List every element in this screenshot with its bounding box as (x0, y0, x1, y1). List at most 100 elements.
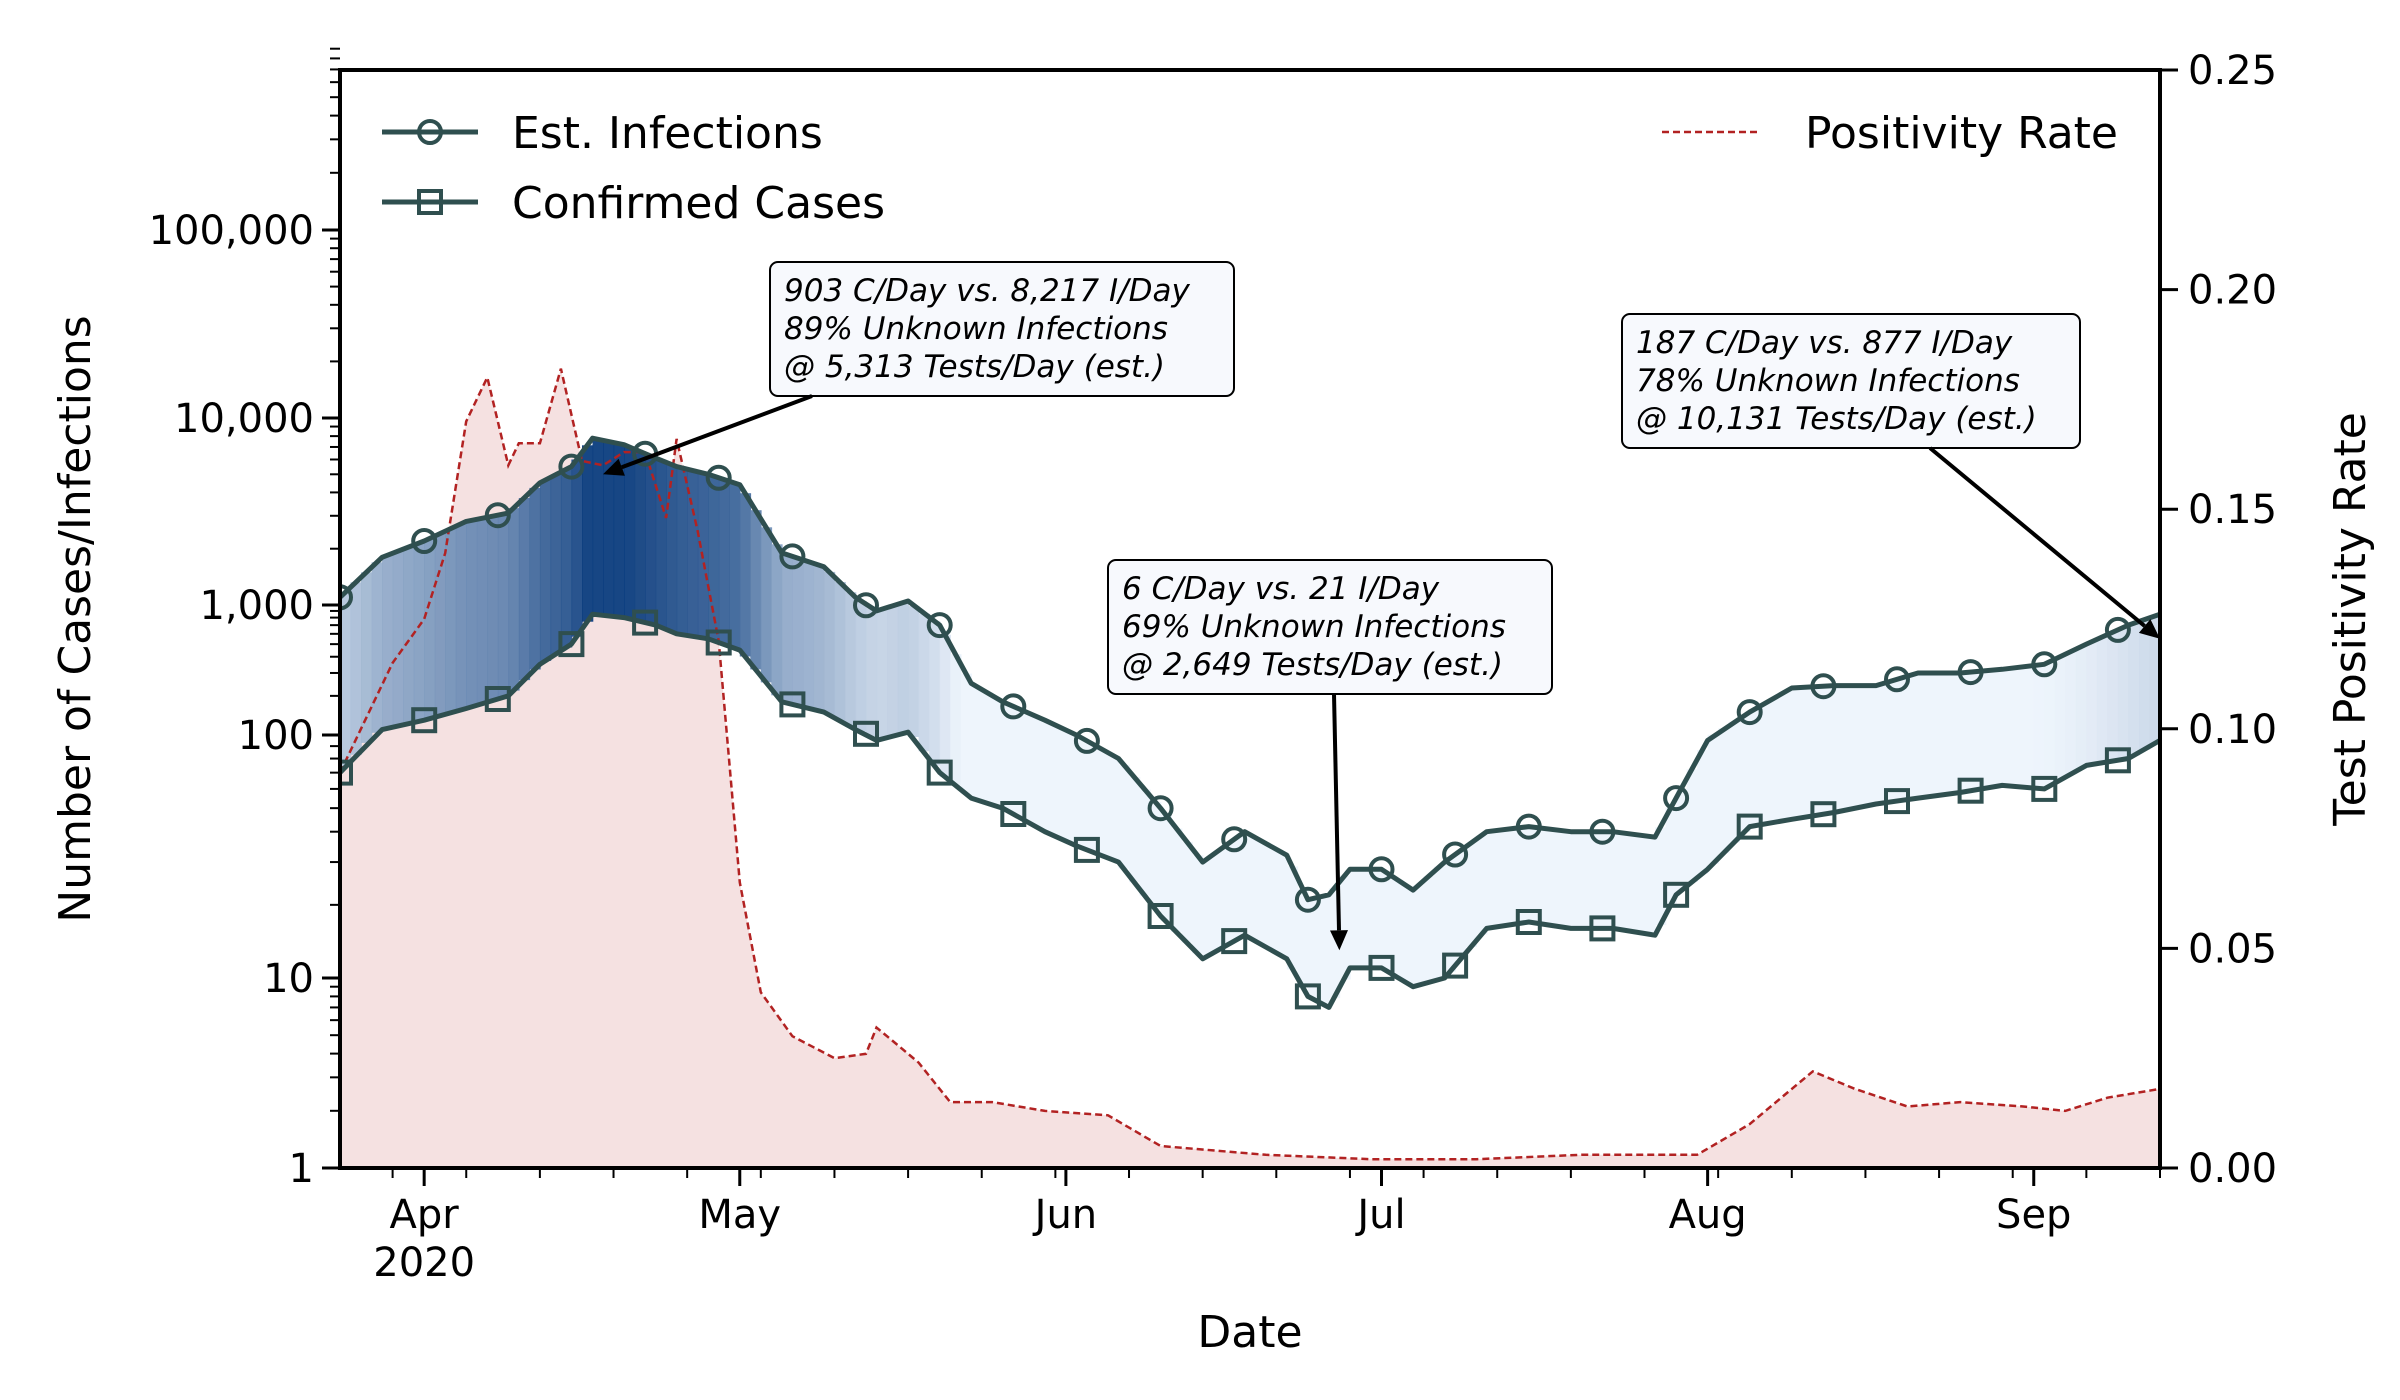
confirmed-marker (1294, 983, 1321, 1010)
gap-band-segment (1602, 831, 1614, 929)
infections-marker (1294, 886, 1321, 913)
gap-band-segment (960, 673, 972, 794)
gap-band-segment (1055, 727, 1067, 839)
gap-band-segment (1560, 831, 1572, 928)
confirmed-marker (2031, 775, 2058, 802)
gap-band-segment (1865, 685, 1877, 806)
legend-marker-confirmed (417, 189, 443, 215)
gap-band-segment (2086, 641, 2098, 765)
confirmed-marker (1000, 801, 1027, 827)
gap-band-segment (1381, 872, 1393, 972)
y-right-tick-label: 0.00 (2188, 1146, 2277, 1192)
infections-marker (2031, 651, 2058, 678)
confirmed-marker (340, 759, 353, 786)
annotation-box (1621, 313, 2081, 449)
gap-band-segment (876, 609, 888, 739)
annotation-arrowhead (2138, 619, 2160, 639)
gap-band-segment (2075, 646, 2088, 769)
gap-band-segment (1118, 764, 1130, 869)
gap-band-segment (1939, 673, 1951, 795)
infections-marker (1957, 659, 1984, 686)
gap-band-segment (950, 654, 962, 786)
confirmed-marker (1147, 903, 1174, 929)
y-left-tick-label: 10,000 (174, 396, 314, 442)
gap-band-segment (939, 634, 951, 777)
gap-band-segment (1150, 802, 1162, 910)
gap-band-segment (1034, 717, 1046, 829)
gap-band-segment (2107, 632, 2119, 762)
gap-band-segment (1371, 869, 1383, 968)
gap-band-segment (1444, 858, 1456, 972)
confirmed-marker (1442, 952, 1469, 979)
plot-frame (338, 68, 2162, 1170)
gap-band-segment (1549, 829, 1562, 926)
y-left-tick-label: 100,000 (149, 208, 314, 254)
gap-band-segment (897, 603, 909, 734)
gap-band-segment (1749, 709, 1761, 826)
x-tick-label: Jun (1032, 1192, 1098, 1238)
gap-band-segment (1276, 852, 1288, 956)
y-right-axis-title: Test Positivity Rate (2325, 412, 2376, 827)
gap-band-segment (1318, 896, 1330, 1005)
gap-band-segment (981, 692, 993, 804)
confirmed-marker (632, 609, 659, 636)
infections-marker (1884, 666, 1910, 693)
infections-marker (411, 528, 438, 554)
annotation-line: 89% Unknown Infections (784, 311, 1168, 347)
gap-band-segment (771, 544, 783, 696)
legend-label-infections: Est. Infections (512, 108, 823, 159)
infections-marker (1589, 818, 1616, 845)
gap-band-segment (1265, 846, 1278, 950)
y-left-axis-title: Number of Cases/Infections (50, 315, 101, 922)
gap-band-segment (1970, 671, 1982, 790)
gap-band-segment (1097, 749, 1109, 856)
gap-band-segment (445, 528, 457, 713)
gap-band-segment (403, 547, 415, 724)
gap-band-segment (845, 592, 857, 727)
annotation-arrow (621, 394, 813, 470)
gap-band-segment (676, 467, 688, 635)
infections-marker (1147, 795, 1174, 822)
x-tick-label: Aug (1669, 1192, 1747, 1238)
gap-band-segment (792, 558, 804, 706)
gap-band-segment (1623, 833, 1635, 931)
gap-band-segment (1833, 685, 1846, 812)
gap-band-segment (371, 562, 383, 733)
gap-band-segment (1181, 841, 1193, 943)
confirmed-marker (779, 691, 806, 718)
gap-band-segment (1002, 704, 1015, 812)
gap-band-segment (361, 572, 373, 743)
gap-band-segment (1413, 885, 1425, 986)
infections-marker (1515, 813, 1542, 840)
gap-band-segment (413, 543, 425, 722)
infections-marker (1000, 693, 1027, 720)
confirmed-marker (1073, 836, 1100, 863)
gap-band-segment (834, 582, 846, 721)
gap-band-segment (1013, 708, 1025, 817)
gap-band-segment (2096, 637, 2109, 763)
gap-band-segment (1213, 850, 1225, 950)
gap-band-segment (1728, 721, 1740, 843)
gap-band-segment (539, 480, 552, 661)
infections-marker (1073, 727, 1100, 754)
gap-band-segment (382, 555, 394, 729)
infections-marker (1442, 841, 1469, 868)
gap-band-segment (760, 527, 773, 683)
gap-band-segment (1591, 831, 1604, 929)
gap-band-segment (887, 606, 899, 736)
gap-band-segment (434, 533, 446, 716)
y-right-tick-label: 0.10 (2188, 707, 2277, 753)
annotation-arrowhead (603, 458, 625, 476)
gap-band-segment (1960, 672, 1972, 792)
annotation-arrow (1928, 446, 2146, 628)
gap-band-segment (1108, 755, 1120, 860)
gap-band-segment (424, 538, 436, 719)
gap-band-segment (918, 613, 930, 752)
gap-band-segment (350, 582, 362, 755)
y-right-tick-label: 0.20 (2188, 268, 2277, 314)
annotation-line: 6 C/Day vs. 21 I/Day (1122, 571, 1440, 607)
gap-band-segment (560, 469, 573, 648)
annotation-arrow (1332, 693, 1341, 931)
